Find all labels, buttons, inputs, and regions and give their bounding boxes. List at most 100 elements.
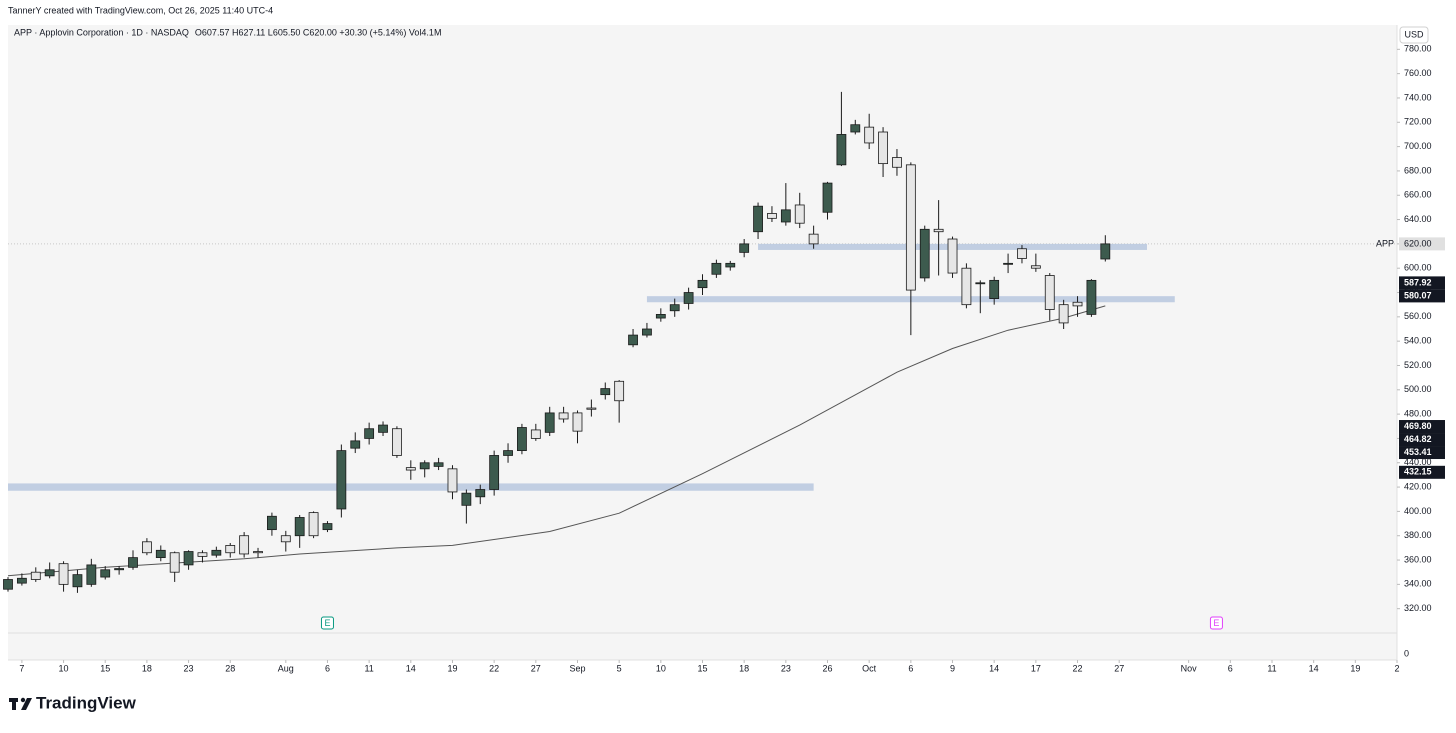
y-tick-label: 700.00 (1404, 141, 1432, 151)
candle-body (16, 577, 27, 584)
candle-body (961, 267, 972, 306)
candle-body (30, 571, 41, 580)
candle-body (86, 564, 97, 585)
candle-body (1030, 265, 1041, 269)
x-tick-label: Sep (569, 663, 585, 673)
candle-body (725, 262, 736, 268)
moving-average (7, 305, 1106, 577)
candle-body (128, 557, 138, 568)
candle-body (72, 574, 83, 588)
volume-tick-label: 0 (1404, 648, 1409, 658)
x-tick-label: 6 (325, 663, 330, 673)
x-tick-label: 14 (406, 663, 416, 673)
candle-body (669, 304, 680, 312)
y-tick-label: 780.00 (1404, 44, 1432, 54)
candle-body (211, 549, 222, 556)
candle-body (780, 209, 791, 223)
candle-body (239, 535, 250, 555)
candle-body (711, 262, 722, 275)
currency: USD (1404, 29, 1424, 39)
ohlc-values: O607.57 H627.11 L605.50 C620.00 +30.30 (… (195, 27, 442, 37)
candle-body (280, 535, 291, 543)
x-tick-label: 18 (739, 663, 749, 673)
y-tick-label: 740.00 (1404, 92, 1432, 102)
last-price-label: 620.00 (1404, 238, 1432, 248)
candle-body (447, 468, 458, 493)
price-badge (1399, 465, 1445, 479)
candle-body (3, 579, 13, 590)
y-tick-label: 660.00 (1404, 190, 1432, 200)
x-tick-label: Nov (1181, 663, 1198, 673)
candle-body (225, 545, 236, 554)
candle-body (378, 424, 388, 433)
candle-body (322, 523, 333, 531)
y-tick-label: 680.00 (1404, 165, 1432, 175)
candle-body (461, 492, 472, 506)
candle-body (975, 282, 986, 285)
candle-body (1100, 243, 1111, 260)
candle-body (1003, 262, 1013, 265)
support-zone (8, 483, 814, 491)
x-tick-label: 6 (908, 663, 913, 673)
candle-body (155, 549, 166, 559)
candle-body (614, 380, 625, 402)
price-badge (1399, 289, 1445, 303)
x-tick-label: 22 (1073, 663, 1083, 673)
x-tick-label: 22 (489, 663, 499, 673)
price-badge (1399, 276, 1445, 290)
x-tick-label: 5 (617, 663, 622, 673)
y-tick-label: 720.00 (1404, 117, 1432, 127)
candle-body (58, 563, 69, 585)
price-badge-label: 587.92 (1404, 277, 1432, 287)
plot-area (8, 25, 1397, 660)
candle-body (267, 515, 277, 531)
y-tick-label: 560.00 (1404, 311, 1432, 321)
price-badge-label: 464.82 (1404, 434, 1432, 444)
y-tick-label: 360.00 (1404, 554, 1432, 564)
candle-body (600, 388, 611, 396)
candle-body (364, 428, 375, 439)
candle-body (822, 182, 833, 213)
last-price-symbol: APP (1376, 238, 1394, 248)
x-tick-label: 18 (142, 663, 152, 673)
candle-body (308, 512, 319, 537)
x-tick-label: 27 (1114, 663, 1124, 673)
candle-body (850, 124, 861, 133)
candle-body (892, 157, 902, 168)
candle-body (100, 569, 111, 578)
y-tick-label: 600.00 (1404, 263, 1432, 273)
x-tick-label: 7 (19, 663, 24, 673)
candle-body (767, 213, 777, 219)
y-tick-label: 500.00 (1404, 384, 1432, 394)
candle-body (433, 462, 444, 467)
candle-body (642, 328, 652, 336)
candle-body (1086, 279, 1097, 315)
candle-body (558, 412, 569, 420)
x-tick-label: 19 (1350, 663, 1360, 673)
currency-box[interactable] (1399, 26, 1429, 44)
candle-body (905, 164, 916, 291)
price-badge-label: 469.80 (1404, 421, 1432, 431)
x-tick-label: Oct (862, 663, 877, 673)
candle-body (989, 279, 1000, 299)
price-badge-label: 580.07 (1404, 290, 1432, 300)
candle-body (253, 551, 263, 554)
candle-body (878, 131, 888, 165)
brand-logo (9, 697, 32, 710)
x-tick-label: 14 (989, 663, 999, 673)
candle-body (864, 126, 875, 144)
credit: TannerY created with TradingView.com, Oc… (8, 5, 273, 15)
candle-body (336, 450, 347, 510)
x-tick-label: 15 (100, 663, 110, 673)
candle-body (1072, 301, 1083, 307)
candle-body (808, 233, 819, 245)
candle-body (141, 541, 152, 554)
x-tick-label: 15 (697, 663, 707, 673)
y-tick-label: 340.00 (1404, 579, 1432, 589)
y-tick-label: 520.00 (1404, 360, 1432, 370)
brand: TradingView (36, 693, 137, 712)
y-tick-label: 320.00 (1404, 603, 1432, 613)
candle-body (544, 412, 555, 433)
candle-body (753, 205, 763, 233)
